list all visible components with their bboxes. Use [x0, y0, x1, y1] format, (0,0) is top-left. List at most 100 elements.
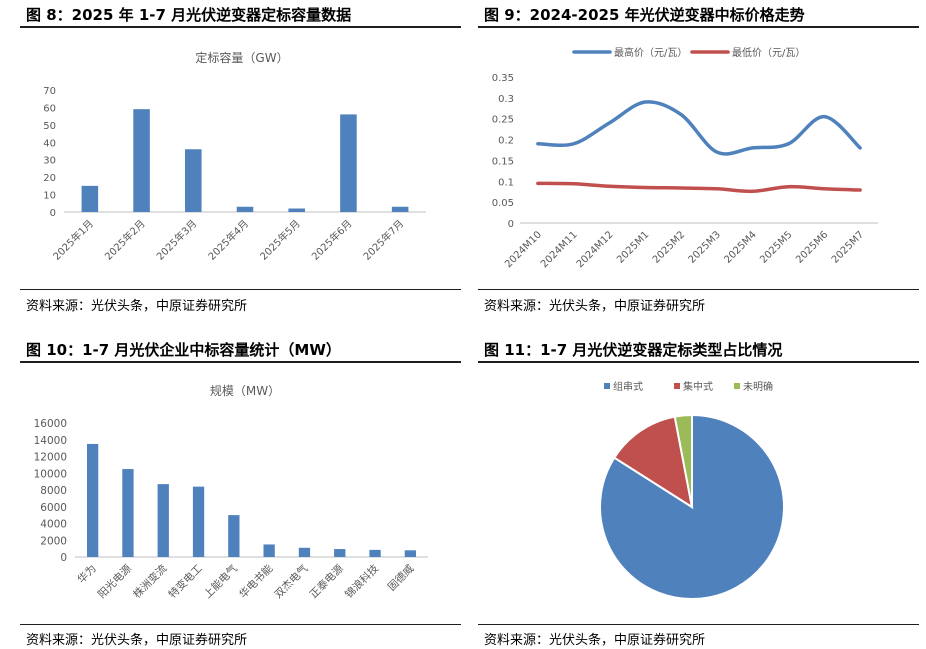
legend-label: 未明确 [743, 380, 773, 393]
bar [133, 109, 150, 212]
bar [122, 469, 134, 557]
source-rule [20, 289, 461, 290]
y-tick-label: 0.05 [492, 198, 514, 209]
pie-slice [612, 415, 694, 510]
x-tick-label: 锦浪科技 [342, 562, 381, 601]
title-rule [20, 26, 461, 28]
panel-fig9: 图 9：2024-2025 年光伏逆变器中标价格走势 0 0.05 0.1 0.15 0… [478, 0, 919, 318]
bar [404, 550, 416, 557]
figure-title: 图 9：2024-2025 年光伏逆变器中标价格走势 [484, 6, 805, 24]
y-tick-label: 40 [43, 138, 56, 149]
y-tick-label: 12000 [34, 452, 67, 464]
y-tick-label: 0.2 [498, 136, 514, 147]
x-tick-label: 2025年7月 [360, 217, 406, 263]
bar [263, 544, 275, 557]
bar [298, 547, 311, 557]
source-note: 资料来源：光伏头条，中原证券研究所 [484, 633, 706, 648]
y-tick-label: 60 [43, 103, 56, 114]
y-tick-label: 0.1 [498, 177, 514, 188]
y-tick-label: 0 [50, 208, 56, 219]
bar [340, 114, 357, 212]
y-tick-label: 6000 [40, 502, 67, 514]
chart-fig11: 组串式 集中式 未明确 [599, 380, 785, 600]
x-tick-label: 华电书能 [236, 562, 275, 601]
x-tick-label: 正泰电源 [307, 562, 346, 601]
bar [391, 206, 409, 212]
x-tick-label: 2024M10 [503, 229, 544, 270]
panel-fig11: 图 11：1-7 月光伏逆变器定标类型占比情况 组串式 集中式 未明确 资料来源：光… [478, 335, 919, 649]
bar [192, 486, 205, 557]
x-tick-label: 2025年6月 [309, 217, 355, 263]
legend-label: 集中式 [683, 380, 713, 393]
x-tick-label: 特变电工 [166, 562, 205, 601]
source-note: 资料来源：光伏头条，中原证券研究所 [484, 299, 706, 314]
x-tick-label: 2025M2 [651, 229, 687, 265]
y-tick-label: 0.3 [498, 94, 514, 105]
bar [81, 185, 99, 212]
title-rule [478, 361, 919, 363]
x-tick-label: 2025M3 [687, 229, 723, 265]
x-tick-label: 双杰电气 [272, 562, 311, 601]
x-tick-label: 2025M6 [794, 229, 830, 265]
x-tick-label: 株洲变流 [130, 562, 169, 601]
pie-slice [673, 413, 693, 508]
y-tick-label: 10 [43, 191, 56, 202]
source-note: 资料来源：光伏头条，中原证券研究所 [26, 633, 248, 648]
x-tick-label: 2025M4 [722, 229, 758, 265]
x-tick-label: 2025M7 [830, 229, 866, 265]
legend-swatch [604, 383, 610, 389]
y-tick-label: 0 [60, 552, 67, 564]
chart-fig9: 0 0.05 0.1 0.15 0.2 0.25 0.3 0.35 2024M102024M11… [492, 46, 878, 270]
source-rule [478, 289, 919, 290]
series-line [536, 100, 862, 156]
chart-fig10: 规模（MW） 0 2000 4000 6000 8000 10000 12000 14000 16… [34, 383, 428, 601]
x-tick-label: 2025M5 [758, 229, 794, 265]
source-rule [20, 624, 461, 625]
legend-label: 组串式 [613, 380, 643, 393]
source-rule [478, 624, 919, 625]
x-tick-label: 固德威 [385, 562, 417, 594]
bar [288, 208, 305, 212]
y-tick-label: 0 [508, 219, 514, 230]
y-tick-label: 10000 [34, 468, 67, 480]
bar [185, 149, 202, 212]
x-tick-label: 2025M1 [615, 229, 651, 265]
y-tick-label: 8000 [40, 485, 67, 497]
bar [157, 484, 169, 557]
y-tick-label: 16000 [34, 418, 67, 430]
y-tick-label: 0.25 [492, 115, 514, 126]
bar [334, 549, 346, 557]
x-tick-label: 华为 [75, 562, 99, 586]
panel-fig8: 图 8：2025 年 1-7 月光伏逆变器定标容量数据 定标容量（GW） 0 10 2… [20, 0, 461, 318]
panel-fig10: 图 10：1-7 月光伏企业中标容量统计（MW） 规模（MW） 0 2000 4000… [20, 335, 461, 649]
title-rule [478, 26, 919, 28]
x-tick-label: 2025年1月 [50, 217, 96, 263]
x-tick-label: 上能电气 [201, 562, 240, 601]
bar [236, 206, 254, 212]
legend-swatch [734, 383, 740, 389]
legend-swatch [674, 383, 680, 389]
figure-title: 图 8：2025 年 1-7 月光伏逆变器定标容量数据 [26, 6, 352, 24]
x-tick-label: 2024M12 [575, 229, 616, 270]
y-tick-label: 0.35 [492, 73, 514, 84]
series-line [536, 181, 862, 194]
title-rule [20, 361, 461, 363]
bar [228, 515, 240, 557]
y-tick-label: 70 [43, 86, 56, 97]
figure-title: 图 10：1-7 月光伏企业中标容量统计（MW） [26, 341, 341, 359]
x-tick-label: 阳光电源 [95, 562, 134, 601]
y-tick-label: 4000 [40, 519, 67, 531]
y-tick-label: 14000 [34, 435, 67, 447]
bar [87, 443, 99, 557]
x-tick-label: 2025年3月 [154, 217, 200, 263]
chart-title: 定标容量（GW） [195, 50, 288, 65]
chart-title: 规模（MW） [210, 383, 280, 398]
source-note: 资料来源：光伏头条，中原证券研究所 [26, 299, 248, 314]
y-tick-label: 50 [43, 121, 56, 132]
figure-title: 图 11：1-7 月光伏逆变器定标类型占比情况 [484, 341, 783, 359]
x-tick-label: 2025年4月 [205, 217, 251, 263]
x-tick-label: 2024M11 [539, 229, 580, 270]
x-tick-label: 2025年5月 [257, 217, 303, 263]
y-tick-label: 0.15 [492, 156, 514, 167]
